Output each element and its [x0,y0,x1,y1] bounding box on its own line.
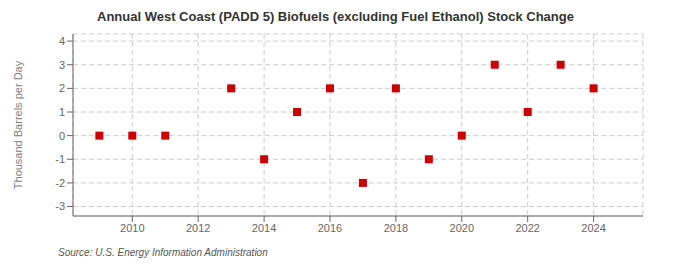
svg-text:0: 0 [59,130,65,142]
html-text:Source: U.S. Energy Informatio: Source: U.S. Energy Information Administ… [58,247,268,258]
svg-text:2020: 2020 [450,222,474,234]
svg-text:2: 2 [59,82,65,94]
svg-text:2018: 2018 [384,222,408,234]
html-text:Annual West Coast (PADD 5) Bio: Annual West Coast (PADD 5) Biofuels (exc… [97,9,574,24]
svg-text:-3: -3 [55,200,65,212]
svg-text:Thousand Barrels per Day: Thousand Barrels per Day [12,60,24,189]
svg-text:-1: -1 [55,153,65,165]
svg-text:1: 1 [59,106,65,118]
svg-text:3: 3 [59,59,65,71]
svg-text:4: 4 [59,35,65,47]
svg-text:2010: 2010 [120,222,144,234]
svg-text:2022: 2022 [515,222,539,234]
svg-text:2014: 2014 [252,222,276,234]
svg-text:2016: 2016 [318,222,342,234]
svg-text:-2: -2 [55,177,65,189]
svg-text:2024: 2024 [581,222,605,234]
svg-text:2012: 2012 [186,222,210,234]
